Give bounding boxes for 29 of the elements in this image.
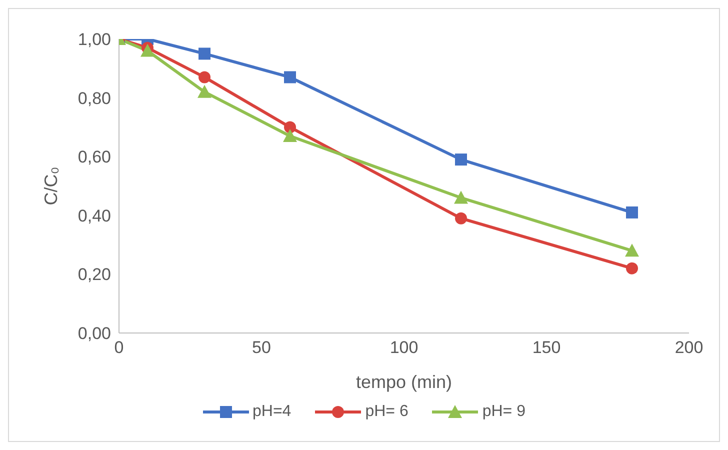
point bbox=[284, 71, 296, 84]
point bbox=[198, 48, 210, 60]
x-tick-label: 200 bbox=[674, 338, 704, 358]
y-tick-label: 0,80 bbox=[78, 88, 111, 108]
y-tick-label: 1,00 bbox=[78, 30, 111, 50]
legend-label: pH= 9 bbox=[482, 403, 526, 421]
legend-label: pH= 6 bbox=[365, 403, 408, 421]
point bbox=[140, 44, 154, 57]
point bbox=[283, 129, 297, 142]
point bbox=[284, 121, 296, 134]
point bbox=[626, 262, 638, 274]
x-tick-label: 150 bbox=[532, 338, 561, 358]
x-axis-title: tempo (min) bbox=[356, 372, 452, 392]
point bbox=[455, 154, 467, 166]
y-tick-label: 0,60 bbox=[78, 148, 111, 167]
point bbox=[455, 212, 467, 224]
point bbox=[626, 206, 638, 218]
legend-label: pH=4 bbox=[252, 403, 292, 421]
point bbox=[198, 71, 210, 84]
x-tick-label: 0 bbox=[114, 338, 124, 358]
y-tick-label: 0,40 bbox=[78, 206, 111, 226]
point bbox=[625, 244, 639, 257]
point bbox=[454, 190, 468, 204]
x-tick-label: 50 bbox=[252, 338, 271, 358]
y-tick-label: 0,20 bbox=[78, 265, 111, 284]
x-tick-label: 100 bbox=[390, 338, 418, 358]
y-tick-label: 0,00 bbox=[78, 324, 111, 344]
y-axis-title: C/C₀ bbox=[41, 166, 61, 206]
point bbox=[198, 84, 212, 98]
